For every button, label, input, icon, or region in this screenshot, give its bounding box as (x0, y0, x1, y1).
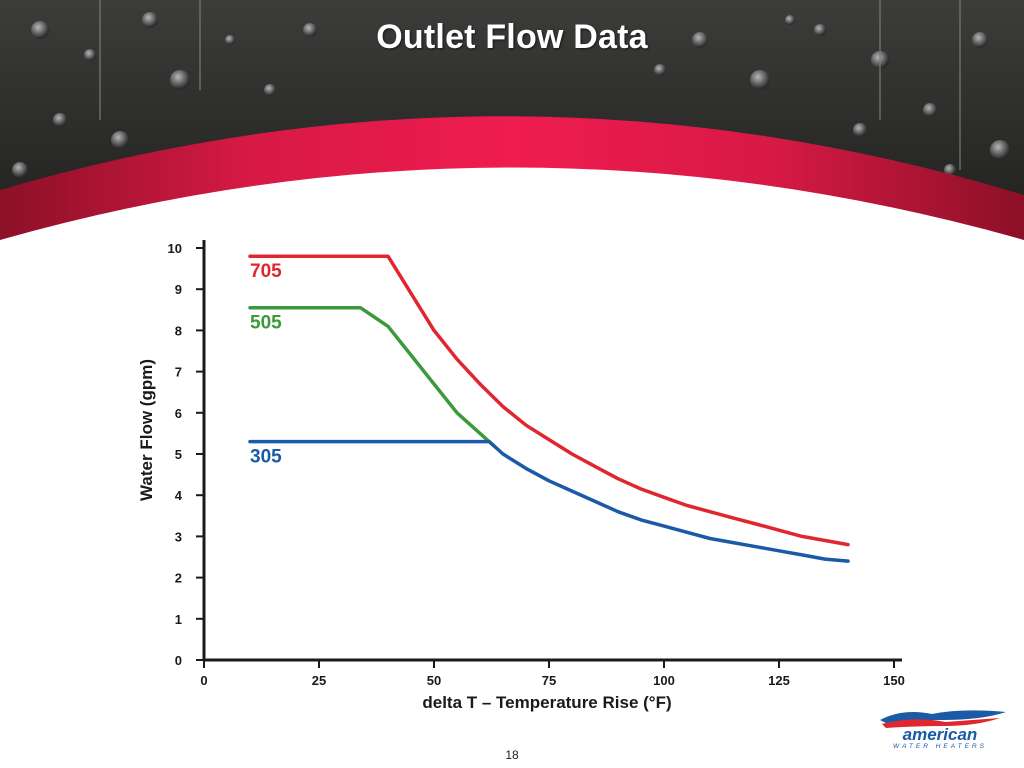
x-tick-label: 75 (542, 673, 556, 688)
page-number: 18 (505, 748, 519, 762)
eagle-wing-icon (880, 710, 1006, 726)
x-tick-label: 100 (653, 673, 675, 688)
y-tick-label: 10 (168, 241, 182, 256)
series-line-705 (248, 254, 850, 547)
y-tick-label: 7 (175, 365, 182, 380)
x-tick-label: 125 (768, 673, 790, 688)
outlet-flow-chart: 0 25 50 75 100 125 150 0 1 2 3 4 5 6 7 8 9 10 705 505 305 d… (137, 240, 905, 712)
svg-text:american: american (903, 725, 978, 744)
y-tick-label: 0 (175, 653, 182, 668)
svg-text:WATER HEATERS: WATER HEATERS (893, 743, 987, 750)
chart-series-lines (248, 254, 850, 563)
slide-header-banner (0, 0, 1024, 240)
x-tick-label: 25 (312, 673, 326, 688)
x-axis-label: delta T – Temperature Rise (°F) (422, 693, 671, 712)
series-line-305 (248, 439, 850, 563)
series-line-505 (248, 305, 496, 448)
series-label-705: 705 (250, 261, 282, 282)
y-axis-label: Water Flow (gpm) (137, 359, 156, 501)
series-label-305: 305 (250, 447, 282, 468)
x-tick-label: 50 (427, 673, 441, 688)
y-tick-label: 4 (175, 488, 183, 503)
american-water-heaters-logo: american WATER HEATERS (880, 710, 1006, 750)
chart-axes: 0 25 50 75 100 125 150 0 1 2 3 4 5 6 7 8 9 10 (168, 240, 905, 688)
series-label-505: 505 (250, 313, 282, 334)
y-tick-label: 9 (175, 282, 182, 297)
y-tick-label: 2 (175, 571, 182, 586)
y-tick-label: 8 (175, 323, 182, 338)
y-tick-label: 3 (175, 529, 182, 544)
y-tick-label: 5 (175, 447, 182, 462)
y-tick-label: 6 (175, 406, 182, 421)
y-tick-label: 1 (175, 612, 182, 627)
water-streams-decoration (99, 0, 961, 170)
x-tick-label: 0 (200, 673, 207, 688)
slide-title: Outlet Flow Data (376, 18, 648, 56)
chart-series-labels: 705 505 305 (250, 261, 282, 467)
x-tick-label: 150 (883, 673, 905, 688)
